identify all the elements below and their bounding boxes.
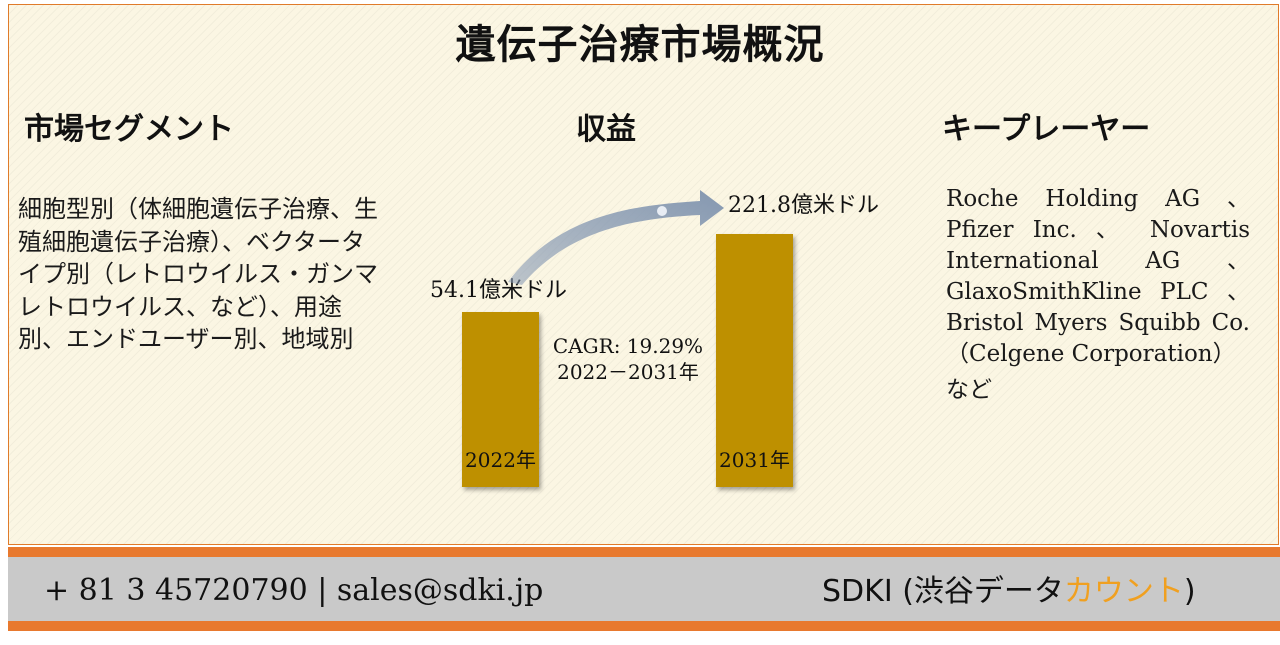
bar-value-label-1: 221.8億米ドル xyxy=(728,193,879,218)
segment-heading: 市場セグメント xyxy=(24,112,234,147)
brand-name: SDKI (渋谷データカウント) xyxy=(822,566,1196,610)
page-title: 遺伝子治療市場概況 xyxy=(455,21,825,68)
bar-value-label-0: 54.1億米ドル xyxy=(430,278,567,303)
cagr-annotation-0: CAGR: 19.29% xyxy=(553,334,703,358)
bar-category-label-0: 2022年 xyxy=(465,448,536,472)
revenue-heading: 収益 xyxy=(576,112,636,147)
players-text: Roche Holding AG 、 Pfizer Inc. 、 Novarti… xyxy=(946,186,1250,367)
cagr-annotation-1: 2022－2031年 xyxy=(557,360,699,384)
brand-suffix: ) xyxy=(1183,574,1196,609)
contact-info: + 81 3 45720790 | sales@sdki.jp xyxy=(44,573,544,608)
footer-stripe-bottom xyxy=(8,621,1280,631)
players-heading: キープレーヤー xyxy=(942,112,1151,147)
bar-1 xyxy=(716,234,793,487)
footer-bar xyxy=(8,557,1280,621)
brand-prefix: SDKI (渋谷データ xyxy=(822,574,1064,609)
bar-0 xyxy=(462,312,539,487)
footer-stripe-top xyxy=(8,547,1280,557)
growth-arrow xyxy=(508,190,724,285)
bar-category-label-1: 2031年 xyxy=(719,448,790,472)
brand-accent: カウント xyxy=(1063,574,1184,609)
players-tail: など xyxy=(946,377,992,403)
segment-text: 細胞型別（体細胞遺伝子治療、生殖細胞遺伝子治療）、ベクタータイプ別（レトロウイル… xyxy=(18,195,378,353)
overview-panel xyxy=(8,4,1279,545)
arrow-highlight xyxy=(657,206,667,216)
